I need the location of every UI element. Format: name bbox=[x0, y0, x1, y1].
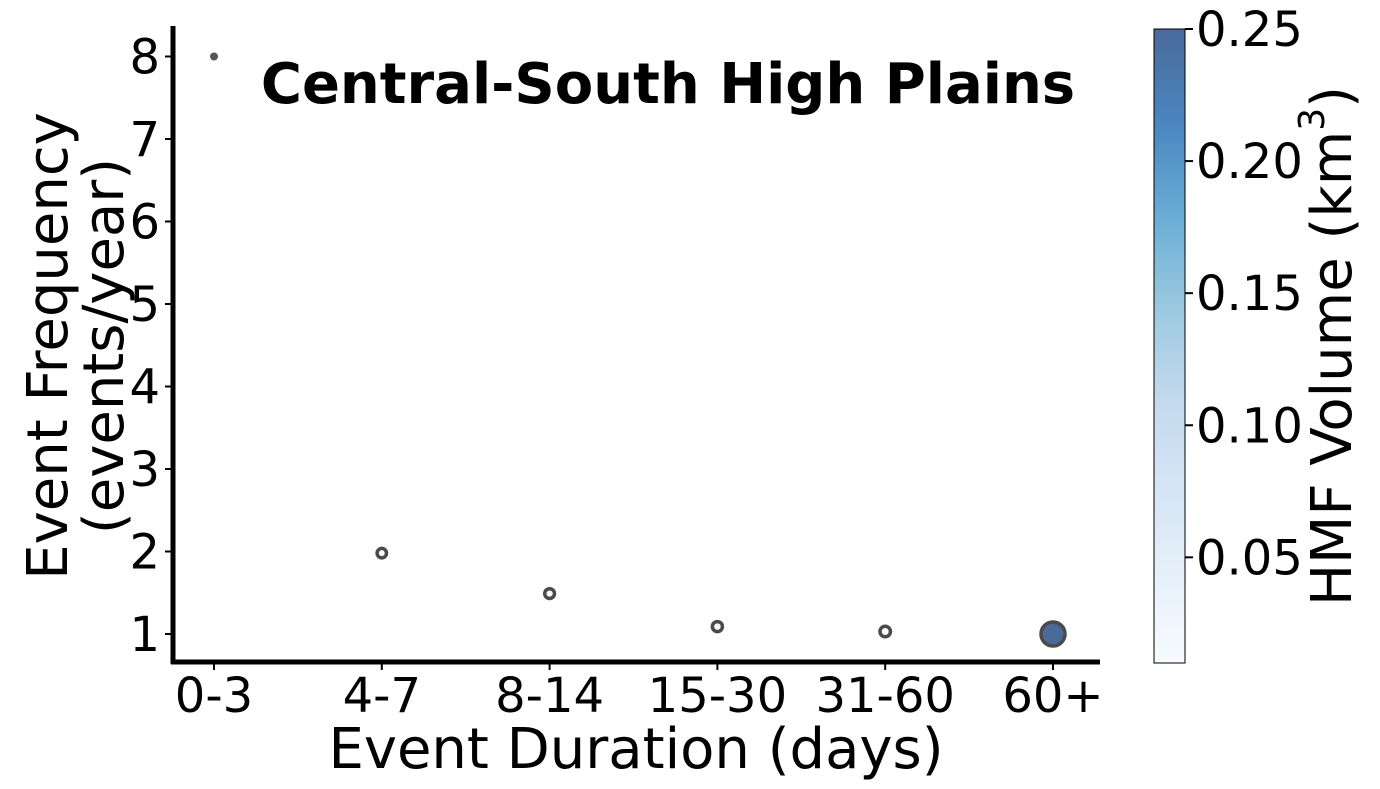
x-tick-group: 0-3 4-7 8-14 15-30 31-60 60+ bbox=[175, 662, 1104, 724]
y-tick-label: 2 bbox=[129, 525, 160, 581]
x-tick-label: 15-30 bbox=[648, 668, 787, 724]
data-point bbox=[210, 52, 218, 61]
y-axis-label: Event Frequency (events/year) bbox=[16, 112, 137, 580]
x-tick-label: 0-3 bbox=[175, 668, 253, 724]
colorbar-tick-group: 0.05 0.10 0.15 0.20 0.25 bbox=[1185, 2, 1303, 586]
y-tick-label: 7 bbox=[129, 112, 160, 168]
y-axis-label-line1: Event Frequency bbox=[16, 112, 81, 580]
y-tick-label: 5 bbox=[129, 277, 160, 333]
x-tick-label: 60+ bbox=[1002, 668, 1103, 724]
colorbar-label-suffix: ) bbox=[1300, 86, 1365, 108]
y-tick-label: 1 bbox=[129, 607, 160, 663]
data-point bbox=[542, 586, 557, 601]
colorbar bbox=[1153, 28, 1186, 664]
y-tick-group: 1 2 3 4 5 6 7 8 bbox=[129, 30, 173, 663]
y-tick-label: 4 bbox=[129, 360, 160, 416]
colorbar-tick-label: 0.20 bbox=[1196, 134, 1303, 190]
colorbar-tick-label: 0.10 bbox=[1196, 398, 1303, 454]
y-tick-label: 3 bbox=[129, 442, 160, 498]
chart-title: Central-South High Plains bbox=[261, 52, 1075, 117]
y-tick-label: 8 bbox=[129, 30, 160, 86]
colorbar-label: HMF Volume (km3) bbox=[1292, 86, 1365, 606]
x-tick-label: 8-14 bbox=[495, 668, 604, 724]
data-point bbox=[1039, 620, 1067, 648]
colorbar-label-superscript: 3 bbox=[1292, 108, 1333, 131]
data-point bbox=[878, 624, 893, 639]
data-points bbox=[210, 52, 1067, 648]
colorbar-tick-label: 0.25 bbox=[1196, 2, 1303, 58]
colorbar-tick-label: 0.05 bbox=[1196, 530, 1303, 586]
x-tick-label: 31-60 bbox=[815, 668, 954, 724]
x-tick-label: 4-7 bbox=[343, 668, 421, 724]
data-point bbox=[710, 619, 725, 634]
x-axis-label: Event Duration (days) bbox=[328, 717, 943, 782]
y-axis-label-line2: (events/year) bbox=[72, 158, 137, 534]
colorbar-label-text: HMF Volume (km bbox=[1300, 131, 1365, 606]
data-point bbox=[375, 546, 389, 560]
y-tick-label: 6 bbox=[129, 195, 160, 251]
colorbar-tick-label: 0.15 bbox=[1196, 266, 1303, 322]
svg-text:HMF Volume (km3): HMF Volume (km3) bbox=[1292, 86, 1365, 606]
